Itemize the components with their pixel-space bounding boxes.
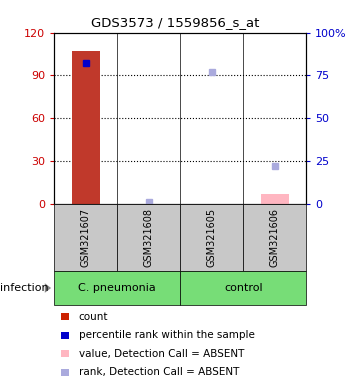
Bar xyxy=(260,194,289,204)
Text: GDS3573 / 1559856_s_at: GDS3573 / 1559856_s_at xyxy=(91,16,259,29)
Text: GSM321608: GSM321608 xyxy=(144,208,154,266)
Text: GSM321607: GSM321607 xyxy=(81,208,91,266)
Text: C. pneumonia: C. pneumonia xyxy=(78,283,156,293)
Bar xyxy=(72,51,100,204)
Text: value, Detection Call = ABSENT: value, Detection Call = ABSENT xyxy=(79,349,244,359)
Text: control: control xyxy=(224,283,262,293)
Text: count: count xyxy=(79,312,108,322)
Text: infection: infection xyxy=(0,283,49,293)
Text: GSM321605: GSM321605 xyxy=(207,208,217,266)
Text: percentile rank within the sample: percentile rank within the sample xyxy=(79,330,255,340)
Text: rank, Detection Call = ABSENT: rank, Detection Call = ABSENT xyxy=(79,367,239,377)
Text: GSM321606: GSM321606 xyxy=(270,208,280,266)
